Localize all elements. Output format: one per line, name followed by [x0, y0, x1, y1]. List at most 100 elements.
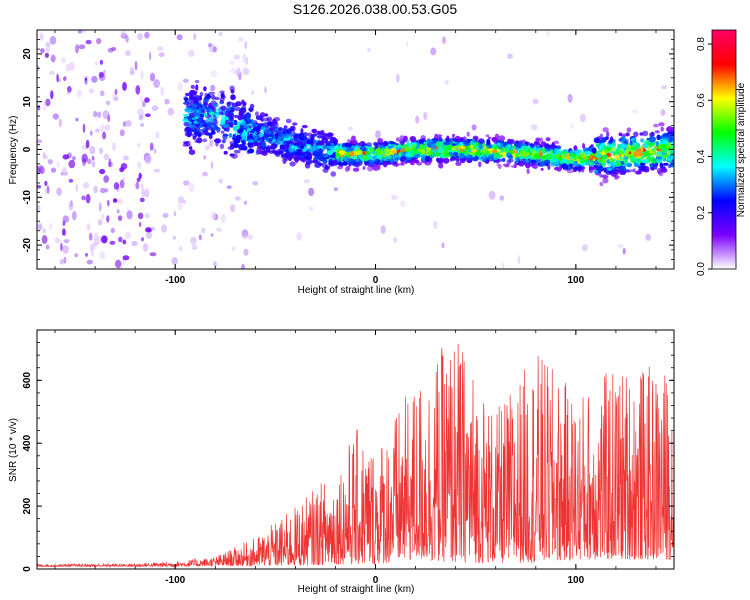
spectrogram-cell-2881 — [284, 157, 289, 161]
spectrogram-cell-2487 — [411, 144, 417, 148]
spectrogram-cell-282 — [118, 236, 123, 243]
spectrogram-cell-2264 — [197, 132, 204, 136]
spectrogram-cell-276 — [91, 245, 97, 250]
y-tick-label: 200 — [22, 497, 33, 514]
spectrogram-cell-316 — [430, 47, 437, 56]
spectrogram-cell-2896 — [603, 175, 609, 179]
spectrogram-cell-165 — [66, 86, 72, 93]
spectrogram-cell-2223 — [276, 138, 281, 145]
spectrogram-cell-2816 — [661, 148, 666, 153]
snr-y-axis: 0 200 400 600 — [22, 329, 674, 572]
spectrogram-cell-2698 — [670, 133, 673, 138]
spectrogram-cell-2928 — [545, 147, 549, 152]
spectrogram-cell-275 — [158, 52, 165, 58]
spectrogram-cell-58 — [91, 160, 96, 168]
spectrogram-cell-298 — [396, 73, 400, 83]
spectrogram-cell-2509 — [612, 142, 616, 147]
spectrogram-cell-56 — [164, 98, 170, 105]
spectrogram-cell-2803 — [529, 147, 533, 154]
spectrogram-cell-2477 — [434, 151, 439, 157]
spectrogram-cell-2512 — [609, 157, 613, 163]
spectrogram-cell-2768 — [202, 132, 209, 135]
spectrogram-cell-2660 — [237, 114, 243, 121]
spectrogram-cell-2794 — [211, 128, 215, 135]
spectrogram-cell-205 — [42, 228, 46, 234]
spectrogram-cell-2653 — [648, 142, 655, 146]
spectrogram-cell-196 — [242, 66, 249, 76]
spectrogram-cell-2056 — [627, 169, 634, 173]
spectrogram-cell-303 — [144, 31, 150, 39]
spectrogram-cell-143 — [112, 198, 118, 203]
spectrogram-cell-280 — [136, 177, 141, 182]
spectrogram-cell-150 — [247, 234, 254, 240]
spectrogram-cell-40 — [210, 233, 214, 237]
spectrogram-cell-2305 — [525, 141, 531, 146]
spectrogram-cell-1978 — [248, 135, 254, 139]
spectrogram-cell-122 — [106, 100, 111, 106]
spectrogram-cell-262 — [226, 185, 232, 189]
spectrogram-cell-1977 — [632, 168, 636, 173]
spectrogram-cell-2574 — [193, 112, 200, 117]
colorbar-label: Normalized spectral amplitude — [736, 82, 747, 217]
spectrogram-cell-2849 — [243, 123, 251, 129]
spectrogram-cell-241 — [400, 200, 407, 208]
spectrogram-cell-79 — [216, 227, 223, 232]
spectrogram-cell-487 — [602, 177, 609, 184]
spectrogram-cell-324 — [137, 212, 144, 220]
spectrogram-cell-204 — [546, 30, 550, 38]
spectrogram-cell-2385 — [288, 148, 295, 153]
spectrogram-cell-245 — [198, 234, 202, 241]
spectrogram-cell-2388 — [407, 142, 413, 149]
spectrogram-cell-330 — [622, 247, 626, 255]
spectrogram-cell-278 — [380, 225, 386, 234]
spectrogram-cell-74 — [81, 195, 86, 201]
spectrogram-cell-2854 — [451, 146, 455, 151]
spectrogram-cell-2444 — [466, 138, 471, 143]
spectrogram-cell-342 — [150, 226, 155, 231]
spectrogram-cell-178 — [155, 131, 160, 139]
spectrogram-cell-2759 — [282, 133, 290, 139]
spectrogram-cell-2932 — [595, 162, 602, 169]
spectrogram-cell-191 — [167, 107, 175, 116]
spectrogram-cell-2855 — [443, 141, 450, 146]
spectrogram-cell-197 — [109, 240, 116, 245]
spectrogram-cell-2372 — [573, 145, 578, 151]
spectrogram-cell-2851 — [278, 133, 284, 137]
spectrogram-cell-260 — [137, 142, 141, 148]
spectrogram-cell-88 — [40, 48, 45, 54]
spectrogram-cell-344 — [124, 120, 132, 127]
spectrogram-cell-91 — [218, 178, 223, 184]
spectrogram-cell-121 — [148, 51, 152, 61]
spectrogram-cell-2493 — [237, 128, 244, 134]
spectrogram-cell-2883 — [413, 147, 417, 154]
spectrogram-cell-1055 — [213, 96, 220, 101]
spectrogram-cell-55 — [41, 235, 48, 244]
spectrogram-cell-173 — [433, 220, 438, 230]
spectrogram-cell-47 — [153, 148, 157, 154]
spectrogram-cell-2623 — [470, 144, 474, 149]
spectrogram-cell-2683 — [226, 101, 234, 105]
spectrogram-cell-1958 — [618, 167, 625, 171]
spectrogram-cell-2690 — [365, 151, 370, 156]
spectrogram-cell-2180 — [419, 144, 424, 150]
spectrogram-cell-246 — [39, 32, 43, 41]
spectrogram-cell-2401 — [311, 159, 318, 164]
spectrogram-cell-2888 — [670, 155, 674, 160]
spectrogram-cell-2549 — [649, 132, 653, 138]
spectrogram-cell-289 — [119, 129, 125, 137]
spectrogram-cell-1541 — [203, 86, 207, 92]
spectrogram-cell-291 — [86, 259, 94, 265]
spectrogram-cell-166 — [145, 231, 152, 239]
spectrogram-cell-2941 — [374, 158, 381, 165]
spectrogram-cell-2907 — [662, 132, 669, 137]
spectrogram-cell-2933 — [620, 143, 628, 149]
spectrogram-cell-72 — [501, 262, 505, 269]
spectrogram-cell-1535 — [261, 126, 266, 131]
spectrogram-cell-2916 — [321, 136, 327, 141]
spectrogram-cell-283 — [140, 70, 144, 80]
snr-panel: -100 0 100 0 200 400 600 Height of straight l… — [8, 329, 675, 595]
spectrogram-cell-116 — [122, 81, 127, 91]
spectrogram-cell-332 — [393, 236, 398, 243]
spectrogram-cell-2931 — [261, 142, 267, 148]
